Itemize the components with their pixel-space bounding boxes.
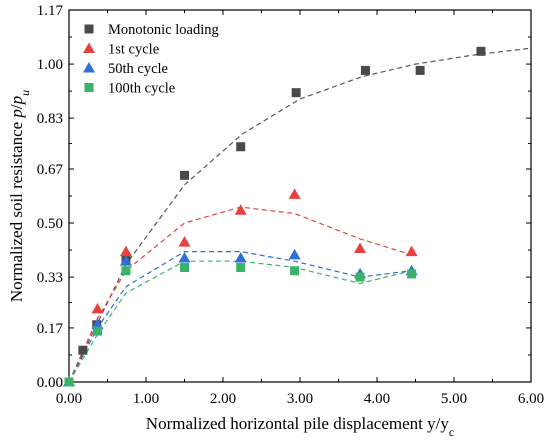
- y-tick-label: 0.67: [37, 162, 64, 178]
- data-point-1st-cycle: [178, 236, 191, 247]
- data-point-monotonic-loading: [78, 345, 88, 355]
- y-tick-label: 1.00: [37, 57, 63, 73]
- data-point-100th-cycle: [407, 269, 417, 279]
- legend-marker-100th-cycle: [84, 83, 94, 92]
- data-point-100th-cycle: [180, 263, 189, 273]
- x-tick-label: 5.00: [441, 391, 467, 407]
- data-point-100th-cycle: [92, 326, 102, 336]
- x-axis-title-main: Normalized horizontal pile displacement …: [146, 414, 450, 433]
- data-point-50th-cycle: [178, 252, 191, 263]
- fit-curve-1st-cycle: [68, 206, 412, 383]
- x-tick-label: 2.00: [210, 391, 236, 407]
- legend-label-1st-cycle: 1st cycle: [108, 42, 159, 58]
- y-axis-title-pu: p: [7, 96, 26, 106]
- x-tick-label: 4.00: [364, 391, 390, 407]
- data-point-100th-cycle: [121, 266, 131, 276]
- data-point-monotonic-loading: [360, 65, 370, 75]
- y-tick-label: 0.50: [37, 216, 63, 232]
- data-point-50th-cycle: [119, 255, 132, 266]
- data-point-monotonic-loading: [415, 65, 425, 75]
- x-tick-label: 0.00: [56, 391, 82, 407]
- data-point-1st-cycle: [119, 245, 132, 257]
- y-tick-label: 0.83: [37, 111, 63, 127]
- data-point-1st-cycle: [405, 245, 418, 257]
- x-tick-label: 1.00: [133, 391, 159, 407]
- y-axis-title: Normalized soil resistance p/pu: [7, 90, 32, 302]
- legend: Monotonic loading 1st cycle 50th cycle 100t…: [83, 22, 219, 97]
- y-axis-title-p: p: [7, 109, 26, 119]
- y-axis-title-separator: /: [7, 104, 26, 109]
- x-axis-title-subscript: c: [449, 425, 454, 439]
- axes-layer: 0.00 1.00 2.00 3.00 4.00 5.00 6.00 0.00 0.17 0.33…: [37, 3, 544, 407]
- y-axis-title-main: Normalized soil resistance: [7, 118, 26, 303]
- y-tick-label: 0.33: [37, 270, 63, 286]
- legend-marker-monotonic-loading: [84, 24, 94, 34]
- y-axis-title-pu-subscript: u: [18, 90, 32, 96]
- x-axis-title: Normalized horizontal pile displacement …: [146, 414, 454, 439]
- legend-marker-50th-cycle: [83, 62, 95, 73]
- data-point-100th-cycle: [236, 263, 246, 273]
- legend-label-monotonic-loading: Monotonic loading: [108, 22, 219, 38]
- data-point-1st-cycle: [354, 242, 367, 253]
- x-tick-label: 3.00: [287, 391, 313, 407]
- data-point-100th-cycle: [355, 272, 365, 282]
- data-point-1st-cycle: [288, 188, 301, 199]
- data-point-monotonic-loading: [180, 170, 189, 180]
- data-point-monotonic-loading: [476, 46, 486, 56]
- data-point-monotonic-loading: [291, 88, 301, 98]
- data-point-100th-cycle: [290, 266, 300, 276]
- fit-curve-50th-cycle: [68, 251, 412, 383]
- data-point-1st-cycle: [234, 204, 247, 215]
- y-tick-label: 0.00: [37, 375, 63, 391]
- data-point-50th-cycle: [288, 248, 301, 260]
- x-tick-label: 6.00: [518, 391, 544, 407]
- data-point-monotonic-loading: [236, 142, 246, 152]
- data-point-1st-cycle: [91, 302, 104, 314]
- data-point-50th-cycle: [234, 252, 247, 263]
- fit-curve-monotonic-loading: [68, 47, 532, 383]
- fit-curves-layer: [68, 47, 532, 383]
- y-tick-label: 1.17: [37, 3, 64, 19]
- legend-marker-1st-cycle: [83, 42, 95, 53]
- data-point-100th-cycle: [64, 377, 74, 387]
- y-tick-label: 0.17: [37, 321, 64, 337]
- legend-label-100th-cycle: 100th cycle: [108, 81, 175, 97]
- data-points-layer: [63, 46, 486, 387]
- legend-label-50th-cycle: 50th cycle: [108, 61, 168, 77]
